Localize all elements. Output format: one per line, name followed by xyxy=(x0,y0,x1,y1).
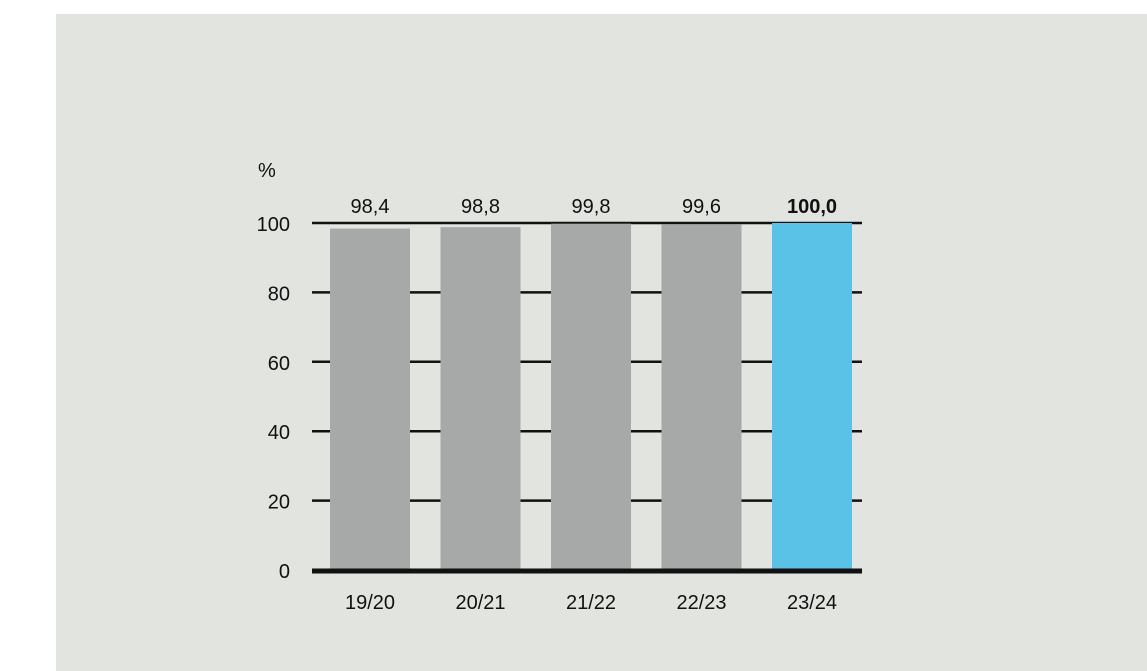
y-tick-label-40: 40 xyxy=(268,422,290,444)
bar-22-23 xyxy=(661,224,742,570)
value-label-19-20: 98,4 xyxy=(351,196,390,218)
category-label-22-23: 22/23 xyxy=(676,592,726,614)
bars xyxy=(330,223,852,570)
category-label-23-24: 23/24 xyxy=(787,592,837,614)
value-label-22-23: 99,6 xyxy=(682,196,721,218)
value-label-20-21: 98,8 xyxy=(461,196,500,218)
bar-21-22 xyxy=(551,223,631,570)
bar-23-24 xyxy=(772,223,852,570)
category-label-20-21: 20/21 xyxy=(455,592,505,614)
y-tick-label-100: 100 xyxy=(257,214,290,236)
y-tick-label-0: 0 xyxy=(279,561,290,583)
y-tick-label-80: 80 xyxy=(268,283,290,305)
bar-19-20 xyxy=(330,228,410,570)
category-label-19-20: 19/20 xyxy=(345,592,395,614)
value-label-21-22: 99,8 xyxy=(572,196,611,218)
y-unit-label: % xyxy=(258,160,276,182)
labels: % 98,4 19/20 98,8 20/21 99,8 21/22 99,6 22/23 10… xyxy=(257,160,837,614)
y-tick-label-20: 20 xyxy=(268,492,290,514)
value-label-23-24: 100,0 xyxy=(787,196,837,218)
y-tick-label-60: 60 xyxy=(268,353,290,375)
bar-20-21 xyxy=(440,227,521,570)
category-label-21-22: 21/22 xyxy=(566,592,616,614)
